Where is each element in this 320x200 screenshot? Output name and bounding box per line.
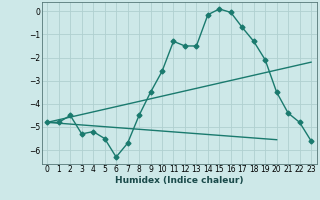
X-axis label: Humidex (Indice chaleur): Humidex (Indice chaleur) — [115, 176, 244, 185]
